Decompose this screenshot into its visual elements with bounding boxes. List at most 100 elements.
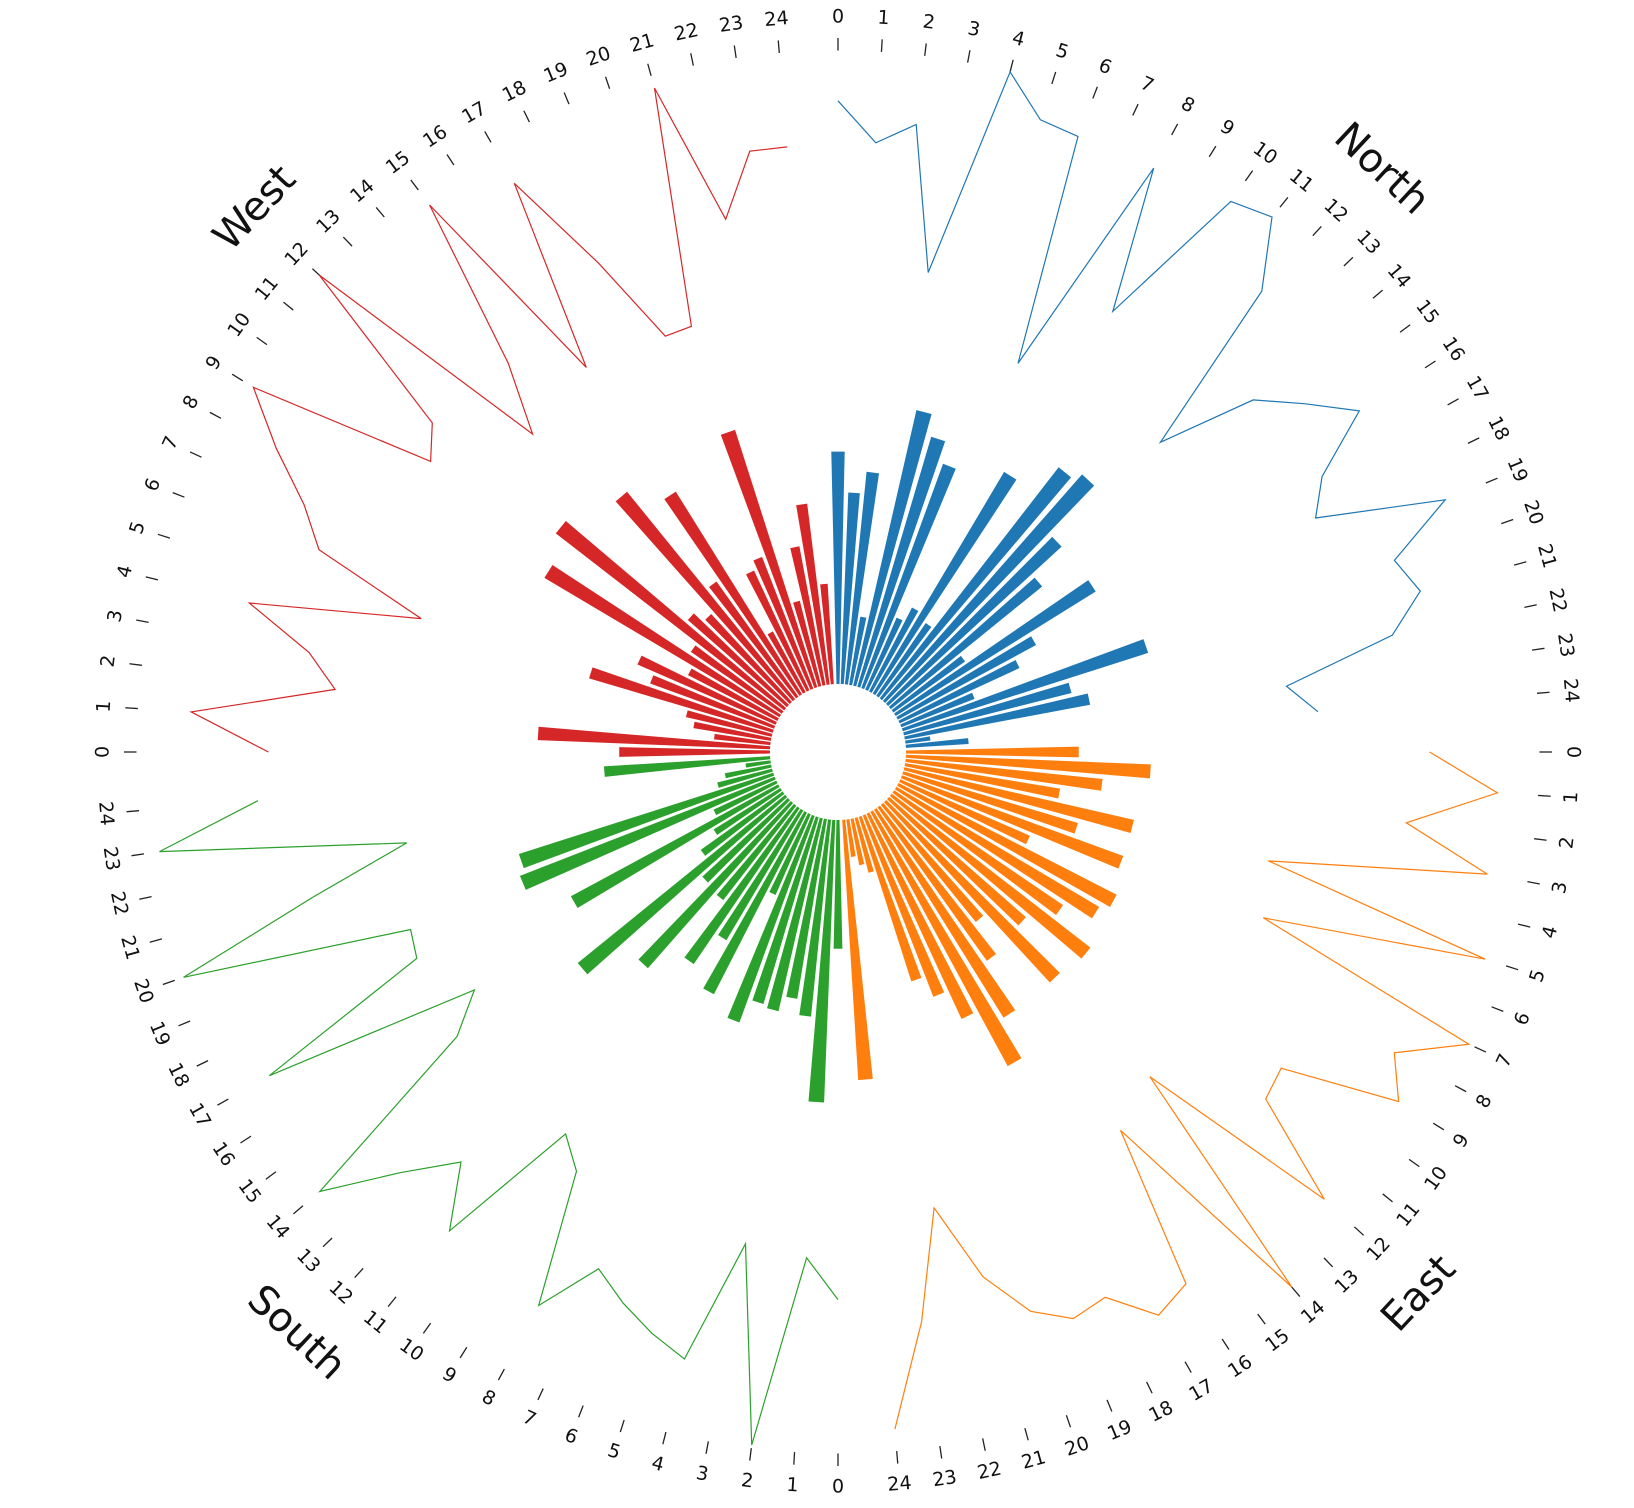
hour-label: 8 (1472, 1091, 1497, 1112)
line (894, 751, 1499, 1430)
bar (879, 467, 1072, 701)
hour-tick (880, 39, 883, 52)
line (159, 800, 839, 1446)
hour-label: 2 (1555, 835, 1578, 850)
bar (650, 675, 776, 729)
hour-label: 24 (94, 800, 118, 826)
hour-label: 1 (1560, 791, 1583, 804)
hour-tick (1244, 170, 1254, 182)
hour-label: 1 (93, 700, 116, 713)
bar (887, 796, 1026, 926)
bar (589, 667, 774, 733)
hour-label: 10 (395, 1334, 427, 1366)
bar (894, 786, 1100, 919)
bar (717, 768, 773, 788)
hour-label: 8 (478, 1386, 499, 1411)
hour-tick (749, 1448, 752, 1461)
hour-tick (1065, 1415, 1072, 1428)
bar (727, 814, 815, 1023)
hour-label: 20 (1062, 1432, 1092, 1461)
bar (854, 817, 874, 873)
hour-label: 4 (649, 1452, 666, 1476)
hour-label: 18 (1145, 1396, 1176, 1426)
bar (690, 645, 784, 714)
hour-tick (162, 979, 175, 986)
hour-label: 18 (499, 76, 530, 106)
hour-label: 19 (541, 58, 572, 88)
hour-label: 9 (438, 1363, 460, 1388)
bar (905, 754, 1151, 779)
bar (842, 819, 873, 1081)
hour-label: 0 (832, 6, 844, 28)
hour-tick (1408, 1158, 1420, 1168)
hour-label: 3 (966, 17, 982, 41)
line (837, 70, 1447, 713)
hour-tick (647, 63, 652, 77)
hour-tick (209, 411, 222, 419)
bar (858, 815, 922, 982)
hour-label: 12 (324, 1276, 357, 1309)
hour-tick (1208, 145, 1217, 158)
hour-tick (172, 492, 185, 498)
bar (687, 613, 789, 708)
bar (537, 726, 771, 750)
bar (786, 818, 827, 999)
hour-tick (793, 1452, 796, 1465)
bar (544, 564, 782, 718)
hour-label: 14 (1383, 260, 1415, 293)
bar (638, 801, 794, 969)
hour-tick (1009, 59, 1014, 73)
hour-label: 24 (886, 1472, 912, 1496)
hour-label: 6 (1510, 1009, 1535, 1028)
hour-label: 15 (1411, 296, 1443, 329)
bar (880, 802, 984, 923)
bar (714, 733, 771, 746)
hour-label: 5 (125, 519, 150, 537)
hour-tick (217, 1098, 229, 1106)
hour-tick (578, 1405, 584, 1418)
hour-label: 3 (1548, 880, 1572, 896)
hour-tick (1279, 197, 1289, 208)
bar (808, 819, 836, 1103)
hour-tick (342, 236, 353, 247)
hour-label: 5 (1053, 39, 1071, 64)
hour-tick (375, 206, 385, 218)
hour-tick (459, 1346, 468, 1359)
hour-label: 17 (458, 97, 490, 128)
bar (904, 693, 1091, 740)
hour-label: 7 (519, 1406, 539, 1431)
hour-tick (1106, 1399, 1113, 1412)
bar (849, 616, 867, 686)
hour-label: 21 (1019, 1446, 1048, 1474)
hour-label: 18 (1483, 413, 1513, 444)
hour-label: 0 (832, 1475, 844, 1497)
hour-tick (196, 1060, 209, 1067)
hour-label: 19 (1502, 455, 1532, 486)
hour-label: 1 (786, 1474, 799, 1497)
bar (684, 806, 800, 965)
hour-tick (283, 301, 294, 311)
hour-label: 12 (1319, 194, 1352, 227)
bar (905, 738, 969, 748)
hour-tick (1517, 923, 1531, 928)
hour-label: 14 (1297, 1296, 1330, 1328)
hour-label: 13 (292, 1244, 325, 1277)
hour-label: 22 (1544, 586, 1571, 614)
hour-label: 16 (208, 1138, 240, 1170)
bar (833, 820, 843, 949)
hour-label: 4 (113, 563, 137, 580)
bar (889, 793, 1091, 959)
hour-tick (1051, 71, 1057, 85)
hour-label: 19 (1104, 1416, 1135, 1446)
hour-label: 13 (312, 205, 345, 238)
bar (902, 771, 1078, 834)
hour-tick (619, 1419, 625, 1433)
hour-tick (1491, 1006, 1504, 1012)
hour-tick (265, 1171, 277, 1180)
bar (872, 471, 1017, 696)
bar (708, 581, 799, 699)
hour-tick (1343, 256, 1354, 267)
bar (703, 811, 807, 995)
hour-label: 0 (92, 746, 114, 758)
hour-label: 4 (1538, 924, 1562, 941)
